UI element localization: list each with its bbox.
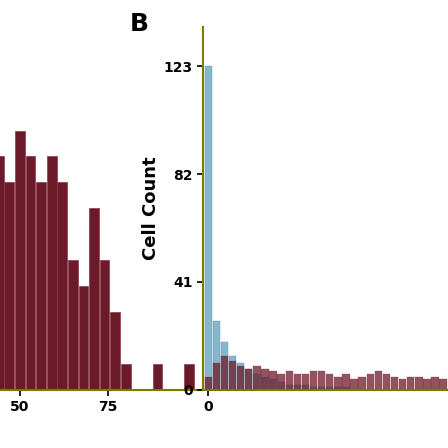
Bar (57, 182, 67, 390)
Bar (358, 377, 366, 390)
Bar (326, 374, 333, 390)
Bar (334, 377, 341, 390)
Bar (89, 208, 99, 390)
Bar (221, 342, 228, 390)
Bar (15, 130, 25, 390)
Bar (205, 377, 212, 390)
Bar (269, 371, 277, 390)
Bar (285, 384, 293, 390)
Bar (310, 387, 317, 390)
Bar (318, 371, 325, 390)
Bar (334, 387, 341, 390)
Bar (423, 379, 431, 390)
Text: B: B (130, 13, 149, 36)
Bar (229, 361, 236, 390)
Bar (285, 371, 293, 390)
Bar (0, 156, 4, 390)
Bar (205, 66, 212, 390)
Bar (121, 364, 131, 390)
Bar (342, 374, 350, 390)
Bar (213, 321, 220, 390)
Bar (253, 374, 261, 390)
Bar (375, 371, 382, 390)
Bar (326, 387, 333, 390)
Bar (366, 374, 374, 390)
Bar (350, 379, 358, 390)
Bar (213, 363, 220, 390)
Bar (36, 182, 46, 390)
Bar (277, 374, 285, 390)
Bar (78, 286, 88, 390)
Bar (237, 366, 244, 390)
Bar (302, 374, 309, 390)
Bar (302, 384, 309, 390)
Bar (391, 377, 398, 390)
Bar (185, 364, 194, 390)
Bar (47, 156, 56, 390)
Bar (293, 374, 301, 390)
Bar (68, 260, 78, 390)
Bar (110, 312, 120, 390)
Bar (399, 379, 406, 390)
Bar (310, 371, 317, 390)
Bar (277, 382, 285, 390)
Bar (237, 363, 244, 390)
Bar (245, 369, 253, 390)
Bar (293, 384, 301, 390)
Bar (261, 377, 269, 390)
Bar (4, 182, 14, 390)
Bar (439, 379, 447, 390)
Y-axis label: Cell Count: Cell Count (142, 156, 159, 260)
Bar (342, 387, 350, 390)
Bar (383, 374, 390, 390)
Bar (229, 356, 236, 390)
Bar (153, 364, 162, 390)
Bar (431, 377, 439, 390)
Bar (261, 369, 269, 390)
Bar (269, 379, 277, 390)
Bar (26, 156, 35, 390)
Bar (415, 377, 422, 390)
Bar (253, 366, 261, 390)
Bar (318, 387, 325, 390)
Bar (245, 369, 253, 390)
Bar (100, 260, 109, 390)
Bar (407, 377, 414, 390)
Bar (221, 356, 228, 390)
